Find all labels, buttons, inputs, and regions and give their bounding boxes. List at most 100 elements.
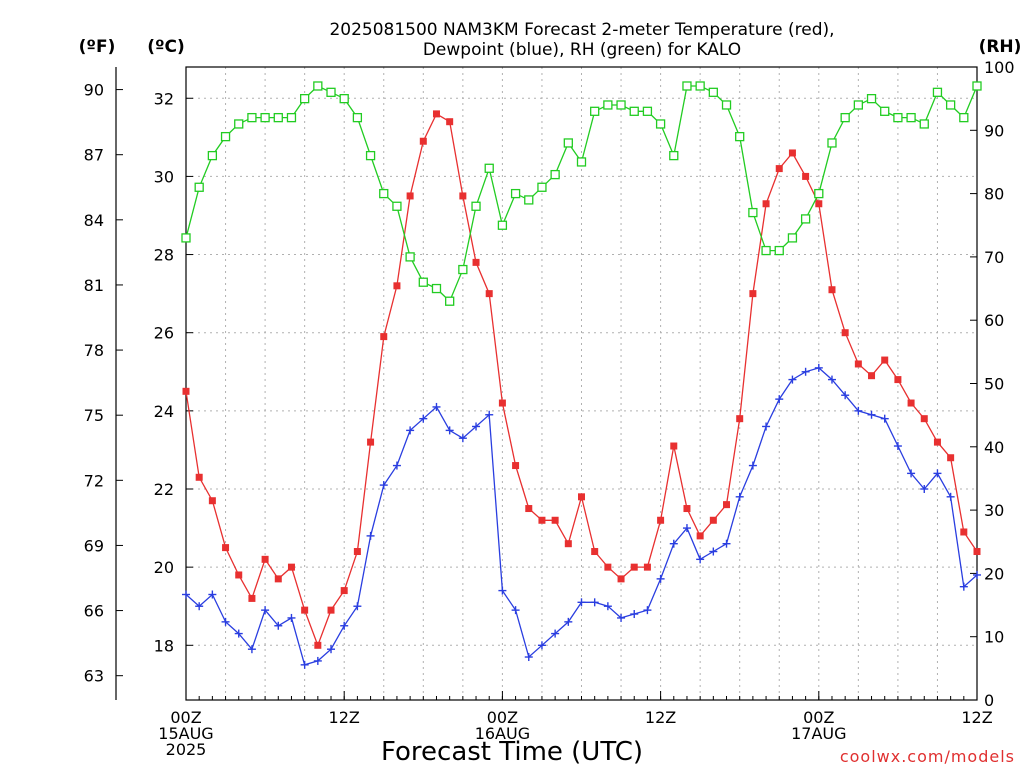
temperature-point: [208, 497, 216, 505]
dewpoint-point: [841, 391, 850, 400]
rh-point: [945, 100, 956, 110]
x-tick-label: 12Z: [961, 708, 992, 727]
temperature-point: [235, 571, 243, 579]
celsius-tick-label: 30: [154, 167, 174, 186]
temperature-point: [933, 438, 941, 446]
axes: 63 66 69 72 75 78 81 84 87 90 18 20 22 24 26 28 30 32 0 10 2…: [84, 58, 1015, 759]
temperature-point: [182, 387, 190, 395]
temperature-point: [512, 462, 520, 470]
dewpoint-point: [827, 375, 836, 384]
rh-point: [431, 283, 442, 294]
rh-tick-label: 40: [984, 438, 1004, 457]
rh-point: [695, 81, 705, 91]
rh-point: [866, 94, 877, 104]
dewpoint-point: [498, 586, 507, 595]
celsius-tick-label: 24: [154, 402, 174, 421]
dewpoint-point: [432, 402, 441, 411]
temperature-point: [248, 594, 256, 602]
dewpoint-point: [603, 602, 612, 611]
dewpoint-point: [392, 461, 401, 470]
celsius-tick-label: 28: [154, 246, 174, 265]
rh-point: [484, 163, 494, 173]
dewpoint-point: [221, 617, 230, 626]
x-tick-label: 12Z: [329, 708, 360, 727]
dewpoint-point: [920, 485, 929, 493]
fahrenheit-tick-label: 84: [84, 211, 104, 230]
dewpoint-point: [472, 422, 481, 431]
rh-point: [814, 188, 824, 199]
rh-point: [524, 195, 534, 205]
rh-point: [194, 182, 204, 192]
temperature-point: [327, 606, 335, 614]
temperature-point: [709, 516, 717, 524]
dewpoint-point: [788, 375, 797, 384]
rh-point: [774, 245, 784, 256]
rh-point: [590, 106, 600, 116]
dewpoint-point: [195, 602, 204, 611]
fahrenheit-tick-label: 75: [84, 406, 104, 425]
dewpoint-point: [419, 414, 428, 423]
rh-point: [629, 106, 639, 116]
dewpoint-point: [893, 442, 902, 451]
temperature-point: [894, 376, 902, 384]
temperature-point: [538, 516, 546, 524]
dewpoint-point: [959, 582, 968, 591]
rh-point: [932, 87, 943, 97]
chart-title-line-2: Dewpoint (blue), RH (green) for KALO: [423, 40, 741, 60]
rh-point: [550, 169, 560, 180]
dewpoint-point: [722, 539, 731, 548]
temperature-point: [749, 290, 757, 298]
dewpoint-point: [946, 492, 955, 501]
dewpoint-point: [735, 492, 744, 501]
credit-text: coolwx.com/models: [840, 747, 1015, 766]
rh-point: [959, 112, 969, 123]
temperature-point: [367, 438, 375, 446]
rh-point: [827, 138, 837, 148]
rh-point: [603, 100, 613, 110]
dewpoint-point: [353, 602, 362, 611]
celsius-tick-label: 32: [154, 89, 174, 108]
rh-point: [682, 81, 692, 91]
dewpoint-point: [300, 660, 309, 669]
rh-point: [853, 100, 863, 110]
rh-point: [299, 94, 310, 104]
dewpoint-point: [880, 414, 889, 423]
dewpoint-point: [933, 469, 942, 478]
rh-point: [748, 207, 758, 218]
dewpoint-point: [511, 606, 520, 615]
celsius-tick-label: 18: [154, 636, 174, 655]
dewpoint-point: [340, 621, 349, 630]
rh-point: [181, 233, 191, 243]
rh-point: [313, 81, 323, 91]
rh-point: [234, 119, 244, 129]
dewpoint-point: [537, 641, 546, 650]
rh-point: [563, 138, 573, 148]
temperature-point: [525, 505, 533, 513]
rh-point: [537, 182, 547, 192]
temperature-point: [287, 563, 295, 571]
x-tick-label: 16AUG: [475, 724, 530, 743]
rh-tick-label: 0: [984, 691, 994, 710]
x-tick-label: 17AUG: [791, 724, 846, 743]
dewpoint-point: [617, 613, 626, 622]
dewpoint-point: [973, 570, 981, 579]
dewpoint-point: [854, 406, 863, 415]
temperature-point: [380, 333, 388, 341]
rh-point: [247, 112, 257, 123]
dewpoint-point: [564, 617, 573, 626]
temperature-point: [643, 563, 651, 571]
rh-point: [735, 131, 745, 142]
x-tick-label: 2025: [166, 740, 207, 759]
temperature-point: [881, 356, 889, 364]
temperature-point: [261, 555, 269, 563]
temperature-point: [406, 192, 414, 200]
temperature-point: [762, 200, 770, 208]
temperature-point: [920, 415, 928, 423]
temperature-point: [498, 399, 506, 407]
temperature-point: [551, 516, 559, 524]
rh-point: [655, 119, 666, 129]
rh-point: [339, 94, 349, 104]
dewpoint-point: [485, 410, 494, 419]
